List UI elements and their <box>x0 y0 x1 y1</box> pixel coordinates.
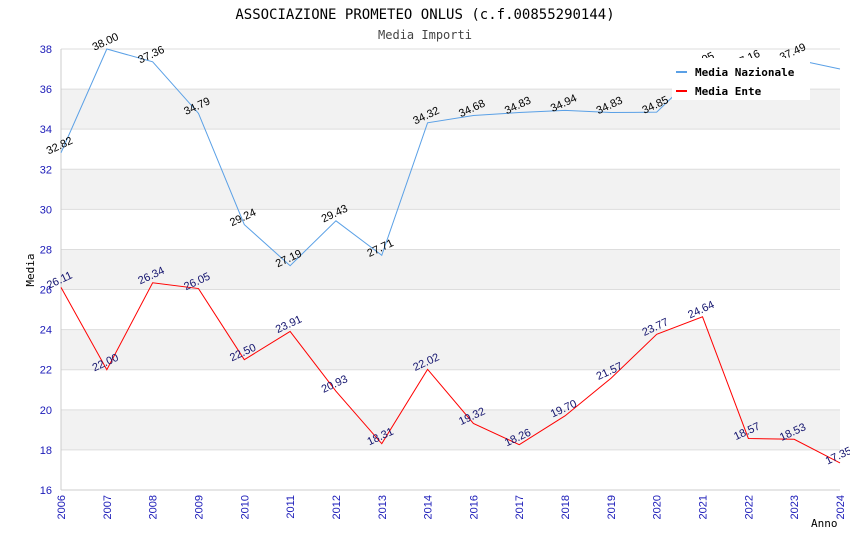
x-tick-label: 2021 <box>698 495 710 519</box>
y-tick-label: 28 <box>40 244 52 256</box>
x-tick-label: 2013 <box>377 495 389 519</box>
y-tick-label: 22 <box>40 365 52 377</box>
axes <box>60 49 840 491</box>
x-axis-ticks: 2006 2007 2008 2009 2010 2011 2012 2013 2014 2016… <box>56 495 847 519</box>
y-tick-label: 24 <box>40 325 52 337</box>
y-tick-label: 20 <box>40 405 52 417</box>
x-tick-label: 2018 <box>560 495 572 519</box>
x-tick-label: 2012 <box>331 495 343 519</box>
x-tick-label: 2007 <box>102 495 114 519</box>
x-tick-label: 2010 <box>239 495 251 519</box>
legend-entry: Media Nazionale <box>695 66 795 79</box>
legend-entry: Media Ente <box>695 85 762 98</box>
x-tick-label: 2011 <box>285 495 297 519</box>
grid-band <box>61 329 840 370</box>
y-axis-ticks: 16 18 20 22 24 26 28 30 32 34 36 38 <box>40 44 52 497</box>
data-label: 38.00 <box>91 31 121 54</box>
y-tick-label: 30 <box>40 204 52 216</box>
data-label: 24.64 <box>686 299 716 322</box>
y-tick-label: 26 <box>40 285 52 297</box>
data-label: 37.36 <box>136 44 166 67</box>
y-tick-label: 16 <box>40 485 52 497</box>
x-tick-label: 2024 <box>835 495 847 519</box>
chart-title: ASSOCIAZIONE PROMETEO ONLUS (c.f.0085529… <box>235 7 614 23</box>
y-tick-label: 36 <box>40 84 52 96</box>
x-tick-label: 2019 <box>606 495 618 519</box>
x-tick-label: 2023 <box>789 495 801 519</box>
x-tick-label: 2006 <box>56 495 68 519</box>
legend: Media Nazionale Media Ente <box>672 58 810 100</box>
data-label: 32.82 <box>45 135 75 158</box>
legend-box <box>672 58 810 100</box>
series-line <box>60 282 841 464</box>
grid-band <box>61 169 840 210</box>
y-tick-label: 18 <box>40 445 52 457</box>
y-tick-label: 32 <box>40 164 52 176</box>
x-tick-label: 2016 <box>468 495 480 519</box>
data-label: 29.24 <box>228 207 258 230</box>
x-tick-label: 2008 <box>148 495 160 519</box>
y-tick-label: 38 <box>40 44 52 56</box>
grid-band <box>61 409 840 450</box>
x-tick-label: 2022 <box>743 495 755 519</box>
x-tick-label: 2009 <box>193 495 205 519</box>
x-tick-label: 2014 <box>423 495 435 519</box>
grid-lines <box>61 48 840 491</box>
y-tick-label: 34 <box>40 124 52 136</box>
chart-subtitle: Media Importi <box>378 28 472 42</box>
x-tick-label: 2017 <box>514 495 526 519</box>
y-axis-label: Media <box>24 253 37 286</box>
x-tick-label: 2020 <box>652 495 664 519</box>
x-axis-label: Anno <box>811 517 838 530</box>
grid-band <box>61 249 840 290</box>
